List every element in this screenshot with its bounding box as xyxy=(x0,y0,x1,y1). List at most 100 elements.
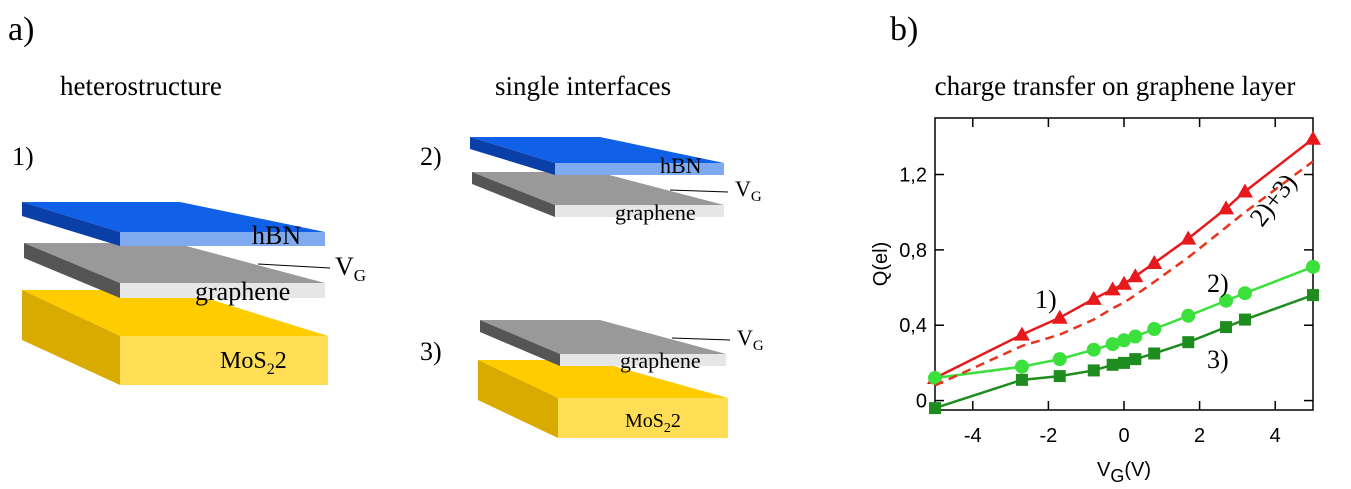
layer-label: graphene xyxy=(620,348,701,373)
sub: 2 xyxy=(664,421,671,436)
slab-side xyxy=(472,172,555,217)
series-label: 1) xyxy=(1035,285,1057,314)
lead xyxy=(669,189,729,193)
panel-b: b) charge transfer on graphene layer VG(… xyxy=(870,11,1321,486)
slab-top xyxy=(24,243,325,283)
series-label: 2) xyxy=(1207,269,1229,298)
marker xyxy=(1117,333,1131,348)
marker xyxy=(1218,200,1235,215)
lead xyxy=(257,263,331,269)
slab-top xyxy=(480,320,726,354)
series-label: 3) xyxy=(1207,345,1229,374)
marker xyxy=(1116,275,1132,290)
vg-label: VG xyxy=(335,252,366,285)
slab-top xyxy=(22,290,328,336)
marker xyxy=(1013,326,1030,341)
chart-title: charge transfer on graphene layer xyxy=(935,71,1296,101)
heading: heterostructure xyxy=(60,71,222,101)
marker xyxy=(1237,286,1252,301)
sub: 2 xyxy=(267,361,275,378)
marker xyxy=(1085,290,1102,305)
x-tick-label: 0 xyxy=(1118,425,1129,447)
layer-label: hBN xyxy=(660,153,702,178)
x-tick-label: 2 xyxy=(1194,425,1205,447)
slab-top xyxy=(22,202,325,232)
lead xyxy=(671,337,731,341)
label: V xyxy=(335,252,354,281)
slab-side xyxy=(478,360,558,438)
marker xyxy=(1180,230,1197,245)
slab-top xyxy=(470,137,724,163)
marker xyxy=(1128,329,1143,344)
panel-a: a) heterostructure single interfaces 1) … xyxy=(8,11,764,438)
panel-label: a) xyxy=(8,11,34,48)
marker xyxy=(1306,259,1320,274)
marker xyxy=(1052,352,1067,367)
x-axis-label: VG(V) xyxy=(1097,459,1151,486)
label: 2 xyxy=(275,348,287,374)
series-line xyxy=(934,160,1314,387)
marker xyxy=(1147,321,1162,336)
x-tick-label: -2 xyxy=(1040,425,1058,447)
marker xyxy=(1238,313,1251,326)
marker xyxy=(1220,321,1233,334)
y-tick-label: 0,8 xyxy=(899,240,927,262)
label: 2 xyxy=(671,410,681,432)
label: (V) xyxy=(1124,459,1151,481)
slab-front xyxy=(555,163,724,175)
layer-label: graphene xyxy=(195,277,290,306)
layer-label: MoS22 xyxy=(625,410,681,436)
slab-front xyxy=(120,232,325,246)
x-tick-label: -4 xyxy=(964,425,982,447)
slab-side xyxy=(470,137,555,175)
slab-top xyxy=(478,360,728,398)
slab-front xyxy=(120,336,328,385)
marker xyxy=(1182,336,1195,349)
label: V xyxy=(1097,459,1111,481)
marker xyxy=(1051,309,1068,324)
marker xyxy=(1086,342,1101,357)
number: 3) xyxy=(420,337,442,366)
layer-label: MoS22 xyxy=(220,348,287,378)
marker xyxy=(929,402,941,415)
marker xyxy=(928,370,942,385)
marker xyxy=(1106,358,1119,371)
x-tick-label: 4 xyxy=(1270,425,1281,447)
marker xyxy=(1148,347,1161,360)
marker xyxy=(1236,183,1253,198)
marker xyxy=(1146,255,1163,270)
marker xyxy=(1307,289,1319,302)
slab-front xyxy=(555,205,724,217)
marker xyxy=(1181,308,1196,323)
marker xyxy=(1015,373,1028,386)
marker xyxy=(1219,293,1234,308)
marker xyxy=(1087,364,1100,377)
slab-top xyxy=(472,172,724,205)
sub: G xyxy=(753,338,764,354)
number: 2) xyxy=(420,142,442,171)
y-tick-label: 0 xyxy=(916,391,927,413)
label: V xyxy=(735,176,751,201)
number: 1) xyxy=(12,142,34,171)
series-line xyxy=(934,293,1314,410)
y-tick-label: 0,4 xyxy=(899,315,927,337)
sub: G xyxy=(354,266,366,285)
slab-front xyxy=(558,398,728,438)
slab-side xyxy=(480,320,560,366)
series-label: 2)+3) xyxy=(1244,168,1303,232)
layer-label: graphene xyxy=(615,200,696,225)
marker xyxy=(1118,356,1130,369)
marker xyxy=(1104,281,1121,296)
heading: single interfaces xyxy=(495,71,671,101)
y-axis-label: Q(el) xyxy=(870,242,892,286)
marker xyxy=(1127,268,1144,283)
slab-side xyxy=(22,202,120,246)
slab-side xyxy=(24,243,120,298)
label: V xyxy=(737,325,753,350)
label: MoS xyxy=(625,410,664,432)
sub: G xyxy=(1110,466,1124,486)
marker xyxy=(1129,353,1142,366)
marker xyxy=(1014,359,1029,374)
slab-side xyxy=(22,290,120,385)
